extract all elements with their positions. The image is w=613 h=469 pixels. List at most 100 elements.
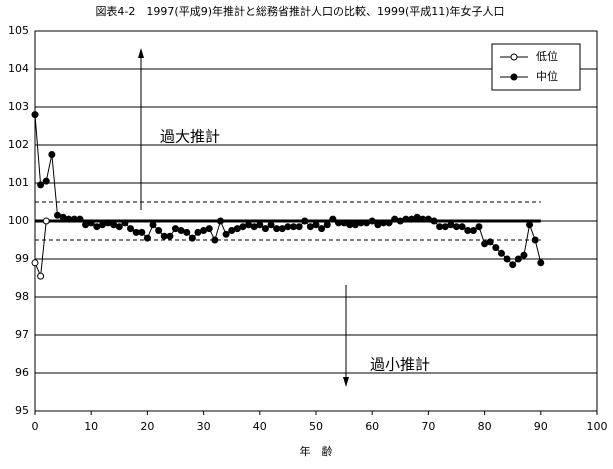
x-tick-label: 70 xyxy=(421,420,435,433)
y-tick-label: 98 xyxy=(15,290,29,303)
data-point xyxy=(42,177,50,185)
data-point xyxy=(70,215,78,223)
data-point xyxy=(98,221,106,229)
legend-marker xyxy=(510,73,518,81)
y-tick-label: 103 xyxy=(8,100,29,113)
x-tick-label: 10 xyxy=(84,420,98,433)
y-tick-label: 99 xyxy=(15,252,29,265)
data-point xyxy=(531,236,539,244)
data-point xyxy=(419,215,427,223)
data-point xyxy=(87,219,95,227)
data-point xyxy=(301,217,309,225)
data-point xyxy=(514,255,522,263)
data-point xyxy=(267,221,275,229)
annotation: 過小推計 xyxy=(370,356,430,374)
data-point xyxy=(261,225,269,233)
data-point xyxy=(464,227,472,234)
data-point xyxy=(104,219,112,227)
data-point xyxy=(368,217,376,225)
data-point xyxy=(447,221,455,229)
chart-title: 図表4-2 1997(平成9)年推計と総務省推計人口の比較、1999(平成11)… xyxy=(95,4,504,18)
data-point xyxy=(121,219,129,227)
data-point xyxy=(172,225,179,233)
data-point xyxy=(48,151,56,158)
data-point xyxy=(194,228,202,236)
x-tick-label: 40 xyxy=(253,420,267,433)
legend xyxy=(491,43,581,91)
data-point xyxy=(391,215,399,223)
x-tick-label: 0 xyxy=(32,420,39,433)
y-tick-label: 95 xyxy=(15,404,29,417)
y-tick-label: 102 xyxy=(8,138,29,151)
x-tick-label: 90 xyxy=(534,420,548,433)
data-point xyxy=(110,221,118,229)
data-point xyxy=(250,223,258,231)
legend-label: 低位 xyxy=(536,49,558,63)
data-point xyxy=(245,221,253,229)
data-point xyxy=(441,223,449,231)
data-point xyxy=(526,221,534,229)
data-point xyxy=(430,217,438,225)
data-point xyxy=(216,217,224,225)
legend-label: 中位 xyxy=(536,69,558,83)
data-point xyxy=(458,223,466,231)
data-point xyxy=(42,217,50,225)
data-point xyxy=(329,215,337,223)
x-tick-label: 60 xyxy=(365,420,379,433)
x-tick-label: 50 xyxy=(309,420,323,433)
data-point xyxy=(351,221,359,229)
data-point xyxy=(256,221,264,229)
series-line xyxy=(34,220,47,277)
y-tick-label: 100 xyxy=(8,214,29,227)
data-point xyxy=(205,225,213,233)
data-point xyxy=(37,272,45,280)
data-point xyxy=(424,215,432,223)
data-point xyxy=(346,221,354,229)
data-point xyxy=(93,223,101,231)
data-point xyxy=(273,225,281,233)
data-point xyxy=(115,223,123,231)
data-point xyxy=(82,221,90,229)
y-tick-label: 101 xyxy=(8,176,29,189)
data-point xyxy=(239,223,247,231)
arrow-head xyxy=(138,48,144,58)
x-tick-label: 20 xyxy=(140,420,154,433)
data-point xyxy=(143,234,151,242)
data-point xyxy=(402,215,410,223)
data-point xyxy=(436,223,444,231)
data-point xyxy=(233,225,241,233)
data-point xyxy=(132,228,140,236)
y-tick-label: 104 xyxy=(8,62,29,75)
data-point xyxy=(396,217,404,225)
data-point xyxy=(486,238,494,246)
data-point xyxy=(31,111,39,119)
data-point xyxy=(469,227,477,234)
legend-marker xyxy=(510,53,518,61)
data-point xyxy=(228,227,236,234)
x-tick-label: 30 xyxy=(197,420,211,433)
data-point xyxy=(138,228,146,236)
data-point xyxy=(340,219,348,227)
data-point xyxy=(453,223,460,231)
data-point xyxy=(509,261,517,269)
data-point xyxy=(200,227,208,234)
data-point xyxy=(37,181,45,189)
data-point xyxy=(155,227,163,234)
data-point xyxy=(408,215,416,223)
data-point xyxy=(295,223,303,231)
data-point xyxy=(379,219,387,227)
x-axis-label: 年 齢 xyxy=(300,444,333,458)
data-point xyxy=(374,221,382,229)
data-point xyxy=(65,215,73,223)
series-line xyxy=(34,114,542,266)
data-point xyxy=(306,223,314,231)
data-point xyxy=(53,211,61,219)
data-point xyxy=(166,232,174,240)
data-point xyxy=(290,223,298,231)
data-point xyxy=(312,221,320,229)
data-point xyxy=(357,219,365,227)
data-point xyxy=(211,236,219,244)
data-point xyxy=(160,232,168,240)
data-point xyxy=(363,219,371,227)
